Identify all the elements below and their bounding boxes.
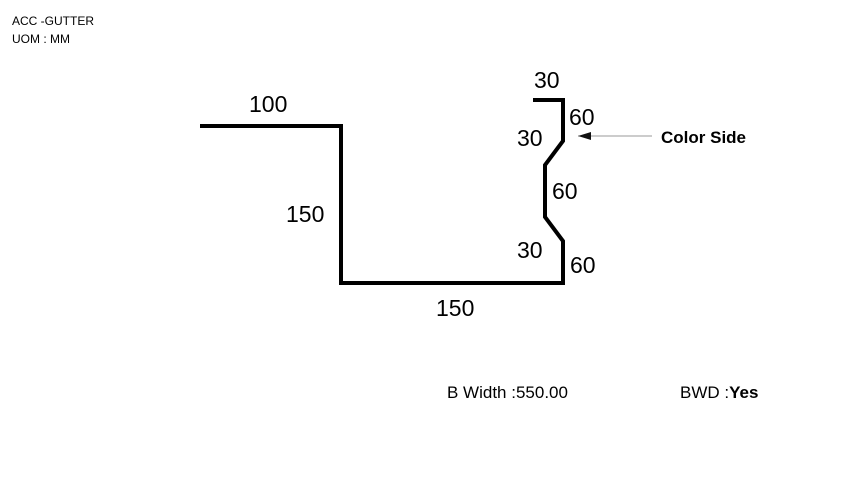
dim-top-flange: 100 (249, 91, 287, 117)
dim-top-hem: 30 (534, 67, 560, 93)
dim-right-upper-wall: 60 (569, 104, 595, 130)
dim-right-upper-bend: 30 (517, 125, 543, 151)
dim-right-lower-wall: 60 (570, 252, 596, 278)
bwd-info: BWD :Yes (680, 383, 758, 403)
dim-bottom: 150 (436, 295, 474, 321)
gutter-profile-line (200, 98, 565, 285)
b-width-value: 550.00 (515, 383, 568, 402)
unit-of-measure: UOM : MM (12, 32, 70, 46)
dim-right-middle-wall: 60 (552, 178, 578, 204)
b-width-label: B Width : (447, 383, 516, 402)
dim-right-lower-bend: 30 (517, 237, 543, 263)
product-title: ACC -GUTTER (12, 14, 94, 28)
dim-left-wall: 150 (286, 201, 324, 227)
bwd-label: BWD : (680, 383, 730, 402)
b-width-info: B Width :550.00 (447, 383, 568, 403)
color-side-arrowhead-icon (578, 132, 591, 140)
color-side-label: Color Side (661, 128, 746, 147)
bwd-value: Yes (729, 383, 759, 402)
